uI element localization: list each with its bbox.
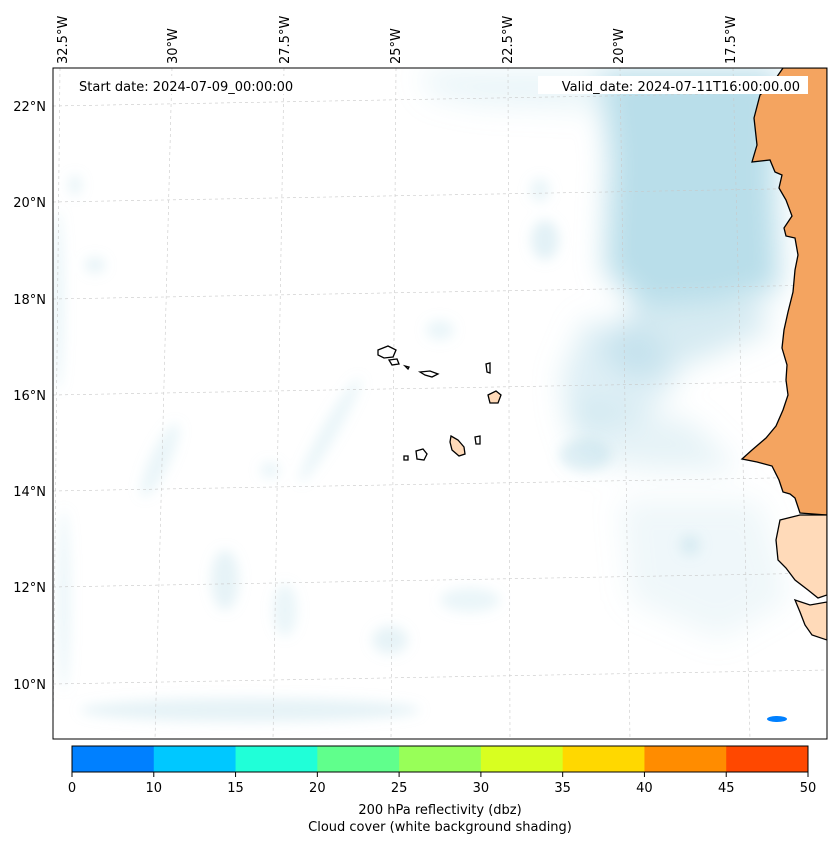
colorbar-tick-label: 30: [473, 781, 490, 796]
meridian-line: [507, 68, 511, 739]
lat-label: 12°N: [13, 581, 46, 596]
colorbar-swatch: [399, 746, 482, 772]
meridian-line: [390, 68, 397, 739]
lon-label: 30°W: [166, 28, 181, 64]
mainland-north: [740, 68, 827, 516]
lat-label: 14°N: [13, 485, 46, 500]
africa-coast: [740, 68, 827, 641]
meridian-line: [732, 68, 751, 739]
colorbar-swatch: [480, 746, 564, 772]
island-santo-antao: [377, 345, 397, 359]
colorbar-ticks: 0 10 15 20 25 30 35 40 45 50: [68, 772, 816, 796]
colorbar-swatch: [153, 746, 237, 772]
colorbar-swatch: [317, 746, 400, 772]
island-boa-vista: [487, 390, 502, 404]
lat-label: 18°N: [13, 293, 46, 308]
island-fogo: [415, 448, 428, 461]
colorbar-tick-label: 20: [309, 781, 326, 796]
colorbar-swatch: [235, 746, 318, 772]
island-sal: [485, 362, 491, 374]
island-sao-nicolau: [417, 370, 440, 378]
lon-label: 27.5°W: [278, 16, 293, 64]
meridian-line: [53, 68, 61, 739]
lon-label: 20°W: [612, 28, 627, 64]
lat-label: 20°N: [13, 196, 46, 211]
colorbar-label: 200 hPa reflectivity (dbz): [358, 803, 521, 818]
meridian-line: [154, 68, 173, 739]
island-santa-luzia: [402, 364, 410, 371]
meridian-line: [619, 68, 631, 739]
colorbar-tick-label: 50: [800, 781, 817, 796]
colorbar-swatches: [72, 746, 809, 772]
colorbar-tick-label: 40: [636, 781, 653, 796]
island-maio: [474, 435, 481, 445]
start-date-box: [72, 76, 328, 94]
lat-label: 16°N: [13, 389, 46, 404]
colorbar-tick-label: 45: [718, 781, 735, 796]
graticule: [53, 68, 827, 739]
colorbar-tick-label: 0: [68, 781, 76, 796]
mainland-south: [775, 514, 827, 599]
cape-verde-islands: [377, 345, 502, 461]
island-sao-vicente: [387, 358, 400, 366]
map-frame: [52, 67, 828, 740]
colorbar-swatch: [644, 746, 727, 772]
colorbar-frame: [71, 745, 809, 773]
colorbar-tick-label: 25: [391, 781, 408, 796]
colorbar-tick-label: 10: [146, 781, 163, 796]
colorbar: 0 10 15 20 25 30 35 40 45 50 200 hPa reflectivity…: [68, 745, 816, 835]
lon-label: 17.5°W: [724, 16, 739, 64]
colorbar-sublabel: Cloud cover (white background shading): [308, 820, 572, 835]
start-date-label: Start date: 2024-07-09_00:00:00: [79, 80, 293, 95]
cloud-cover-shading: [53, 70, 790, 722]
lon-label: 25°W: [389, 28, 404, 64]
lon-label: 22.5°W: [501, 16, 516, 64]
valid-date-box: [538, 76, 808, 94]
meridian-line: [272, 68, 285, 739]
longitude-labels: 32.5°W 30°W 27.5°W 25°W 22.5°W 20°W 17.5…: [56, 16, 739, 64]
lat-label: 10°N: [13, 678, 46, 693]
reflectivity-echo: [767, 716, 787, 722]
island-santiago: [449, 434, 466, 457]
colorbar-swatch: [72, 746, 155, 772]
colorbar-swatch: [562, 746, 645, 772]
valid-date-label: Valid_date: 2024-07-11T16:00:00.00: [562, 80, 800, 95]
colorbar-tick-label: 35: [554, 781, 571, 796]
coast-inlet: [793, 598, 827, 641]
lon-label: 32.5°W: [56, 16, 71, 64]
lat-label: 22°N: [13, 100, 46, 115]
latitude-labels: 22°N 20°N 18°N 16°N 14°N 12°N 10°N: [13, 100, 46, 693]
island-brava: [403, 455, 409, 461]
colorbar-swatch: [726, 746, 809, 772]
map-content: [53, 68, 827, 739]
colorbar-tick-label: 15: [227, 781, 244, 796]
